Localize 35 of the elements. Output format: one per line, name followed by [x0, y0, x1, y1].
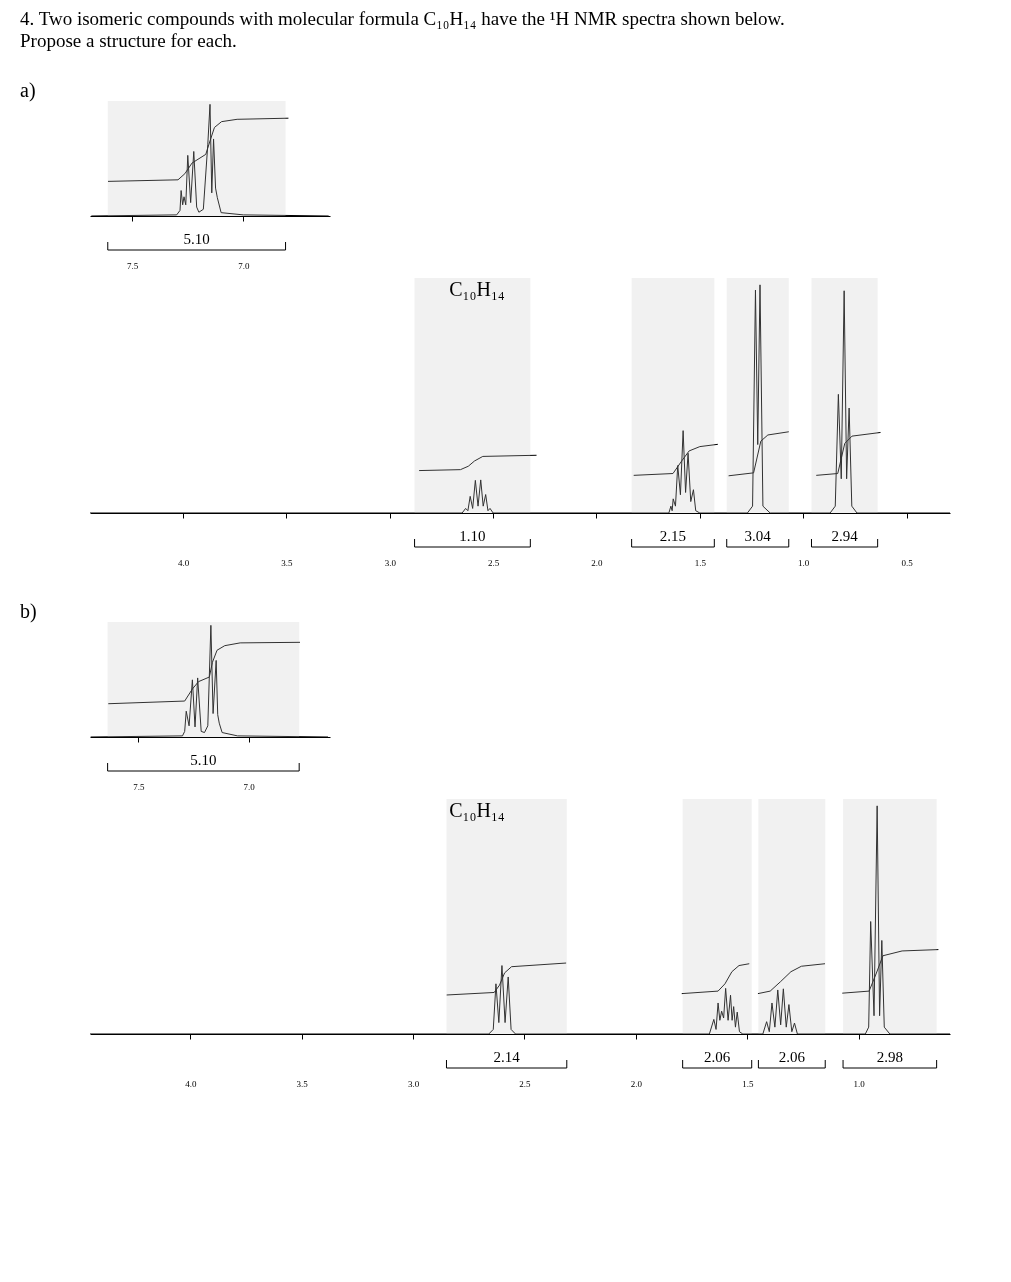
x-tick-label: 7.0	[243, 781, 256, 792]
band-label: 2.06	[704, 1049, 731, 1065]
band-label: 1.10	[459, 528, 486, 544]
x-tick-label: 7.5	[127, 260, 139, 271]
x-tick-label: 3.5	[281, 557, 294, 568]
band-label: 5.10	[183, 231, 210, 247]
annotation: C₁₀H₁₄	[449, 799, 505, 821]
text: a)	[20, 79, 36, 102]
band-label: 2.15	[659, 528, 687, 544]
x-tick-label: 1.5	[742, 1078, 754, 1089]
x-tick-label: 0.5	[901, 557, 914, 568]
x-tick-label: 1.5	[694, 557, 707, 568]
x-tick-label: 3.5	[296, 1078, 309, 1089]
band-label: 2.14	[493, 1049, 521, 1065]
band-label: 2.06	[778, 1049, 806, 1065]
band-label: 2.94	[831, 528, 859, 544]
x-tick-label: 2.5	[488, 557, 500, 568]
text: 4. Two isomeric compounds with molecular formula C₁₀H₁₄ have the ¹H NMR spectra shown below.	[20, 8, 785, 29]
x-tick-label: 3.0	[407, 1078, 420, 1089]
x-tick-label: 1.0	[853, 1078, 866, 1089]
x-tick-label: 2.0	[591, 557, 604, 568]
text: b)	[20, 600, 37, 623]
band-label: 3.04	[744, 528, 772, 544]
x-tick-label: 7.0	[238, 260, 250, 271]
x-tick-label: 7.5	[133, 781, 146, 792]
x-tick-label: 3.0	[384, 557, 397, 568]
annotation: C₁₀H₁₄	[449, 278, 505, 300]
x-tick-label: 2.5	[519, 1078, 532, 1089]
chart-subtitle: Propose a structure for each.	[20, 30, 237, 51]
x-tick-label: 1.0	[798, 557, 810, 568]
x-tick-label: 2.0	[630, 1078, 643, 1089]
x-tick-label: 4.0	[185, 1078, 197, 1089]
band-label: 2.98	[876, 1049, 903, 1065]
band-label: 5.10	[190, 752, 217, 768]
x-tick-label: 4.0	[177, 557, 190, 568]
